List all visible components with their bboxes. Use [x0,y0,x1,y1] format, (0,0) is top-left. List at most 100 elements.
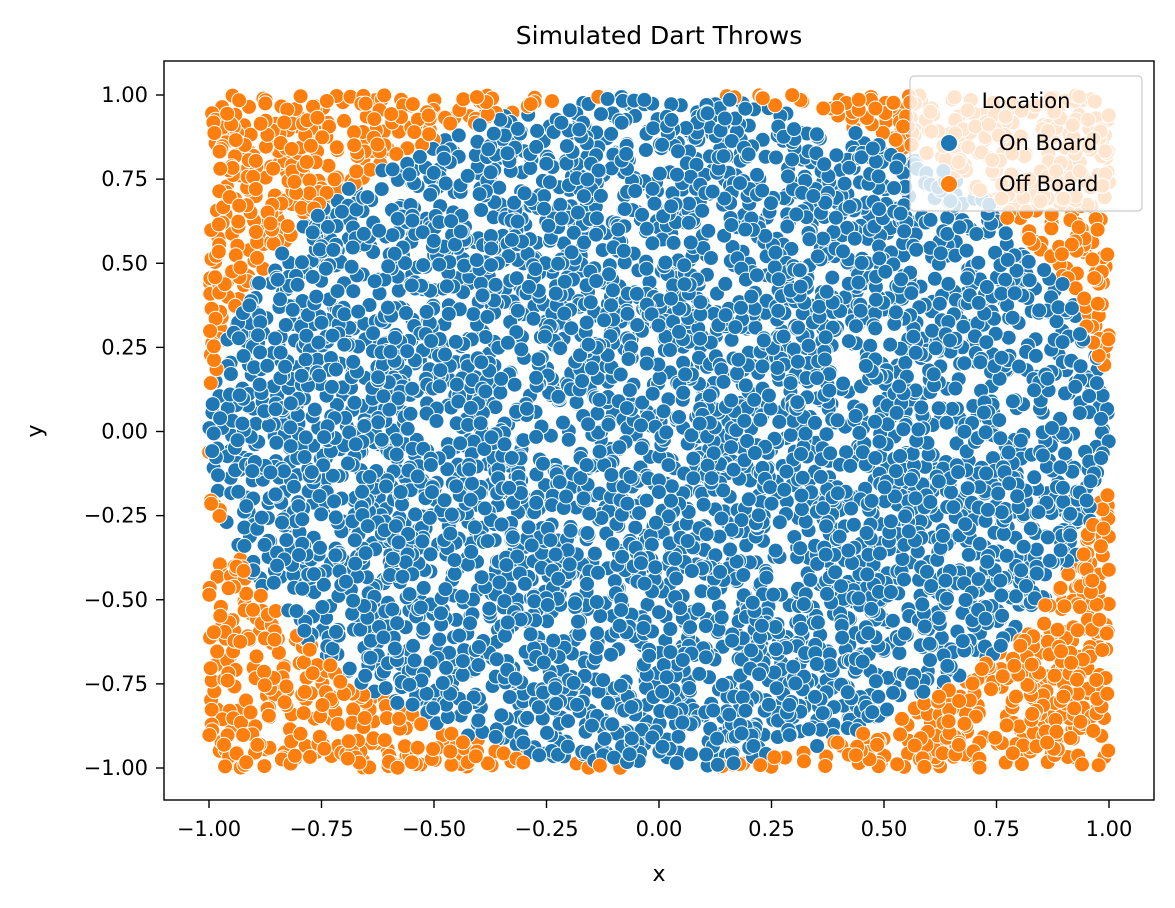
point-off-board [421,126,438,143]
point-off-board [1088,672,1105,688]
point-on-board [407,506,424,523]
point-on-board [530,351,547,368]
point-on-board [365,325,382,342]
point-on-board [603,125,620,142]
point-off-board [1036,615,1053,632]
point-on-board [846,230,863,247]
point-on-board [787,675,804,692]
point-off-board [1100,561,1117,578]
point-on-board [491,179,508,196]
point-on-board [646,195,663,212]
point-on-board [399,420,416,437]
point-off-board [1076,290,1093,307]
point-off-board [1046,667,1063,684]
point-on-board [268,434,285,451]
point-off-board [318,93,335,109]
point-on-board [695,496,712,513]
point-off-board [256,758,273,775]
point-on-board [519,709,536,726]
point-on-board [473,202,490,218]
point-on-board [462,399,479,416]
point-on-board [547,546,564,563]
point-off-board [301,641,318,658]
point-on-board [740,491,757,508]
point-on-board [971,535,988,552]
point-on-board [651,165,668,182]
point-on-board [998,547,1015,564]
point-on-board [481,600,498,617]
point-on-board [238,498,255,515]
point-on-board [785,658,802,675]
point-on-board [294,580,311,597]
point-off-board [369,136,386,153]
point-on-board [930,400,947,417]
point-on-board [698,746,715,763]
point-on-board [845,516,862,533]
point-on-board [867,320,884,337]
point-off-board [203,495,220,512]
point-on-board [714,676,731,693]
point-on-board [250,327,266,344]
point-on-board [1022,520,1039,537]
point-off-board [1072,713,1089,730]
point-on-board [651,370,668,386]
point-on-board [737,377,754,394]
point-on-board [676,257,693,274]
point-on-board [584,717,600,734]
point-on-board [338,573,354,590]
point-on-board [970,571,987,588]
point-on-board [847,125,864,141]
point-off-board [1092,538,1109,555]
point-off-board [544,93,560,110]
point-on-board [375,629,392,646]
point-on-board [402,405,419,422]
point-on-board [236,537,253,554]
point-on-board [840,333,857,350]
point-on-board [793,501,810,517]
point-on-board [277,317,294,333]
point-on-board [992,430,1009,447]
point-on-board [462,615,478,632]
point-on-board [793,487,810,504]
point-on-board [498,557,515,574]
point-on-board [1093,450,1110,466]
point-on-board [960,546,977,563]
point-on-board [440,305,457,322]
point-on-board [563,320,580,337]
point-on-board [811,298,828,315]
point-off-board [276,694,293,711]
point-on-board [1028,541,1045,558]
point-off-board [1066,700,1083,717]
point-on-board [589,625,606,642]
point-on-board [705,702,722,719]
point-on-board [590,564,606,581]
point-on-board [437,346,453,363]
point-on-board [343,258,360,275]
point-off-board [443,756,460,773]
point-on-board [567,595,583,612]
point-off-board [442,743,459,760]
point-on-board [297,351,314,368]
point-off-board [1049,621,1066,638]
point-on-board [1081,388,1098,404]
point-on-board [888,404,905,421]
point-on-board [778,463,795,480]
point-on-board [415,620,432,637]
point-on-board [995,526,1012,542]
point-on-board [814,705,831,722]
point-off-board [829,734,846,751]
point-on-board [384,227,401,244]
point-on-board [290,498,307,515]
point-off-board [885,94,902,111]
point-on-board [1093,410,1110,427]
point-on-board [999,251,1016,268]
point-on-board [603,646,619,663]
point-off-board [889,756,906,773]
point-on-board [978,279,995,295]
point-on-board [781,696,798,713]
point-on-board [552,196,569,213]
point-on-board [758,569,775,586]
point-on-board [415,257,432,274]
point-on-board [662,621,679,637]
